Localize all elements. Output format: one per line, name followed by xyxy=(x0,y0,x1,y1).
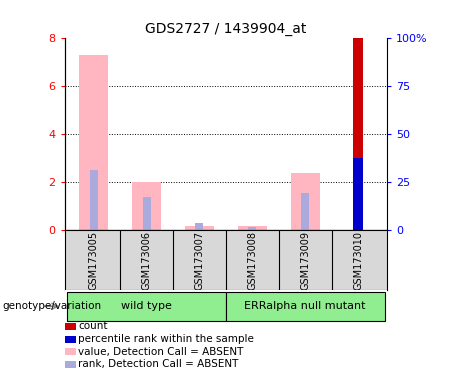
Text: GSM173005: GSM173005 xyxy=(89,231,99,290)
Title: GDS2727 / 1439904_at: GDS2727 / 1439904_at xyxy=(145,22,307,36)
Text: value, Detection Call = ABSENT: value, Detection Call = ABSENT xyxy=(78,347,244,357)
Bar xyxy=(132,182,161,230)
Bar xyxy=(79,55,108,230)
Text: GSM173006: GSM173006 xyxy=(142,231,152,290)
Text: ERRalpha null mutant: ERRalpha null mutant xyxy=(244,301,366,311)
Bar xyxy=(291,173,320,230)
Bar xyxy=(226,291,384,321)
Text: count: count xyxy=(78,321,108,331)
Text: genotype/variation: genotype/variation xyxy=(2,301,101,311)
Bar xyxy=(67,291,226,321)
Bar xyxy=(354,38,363,230)
Text: GSM173009: GSM173009 xyxy=(300,231,310,290)
Bar xyxy=(195,223,203,230)
Bar xyxy=(301,193,309,230)
Bar xyxy=(354,158,363,230)
Bar xyxy=(142,197,150,230)
Bar xyxy=(248,227,256,230)
Text: wild type: wild type xyxy=(121,301,172,311)
Text: GSM173010: GSM173010 xyxy=(353,231,363,290)
Text: GSM173008: GSM173008 xyxy=(248,231,257,290)
Bar xyxy=(90,170,98,230)
Text: percentile rank within the sample: percentile rank within the sample xyxy=(78,334,254,344)
Text: rank, Detection Call = ABSENT: rank, Detection Call = ABSENT xyxy=(78,359,239,369)
Bar xyxy=(238,225,267,230)
Text: GSM173007: GSM173007 xyxy=(195,231,204,290)
Bar xyxy=(185,225,214,230)
